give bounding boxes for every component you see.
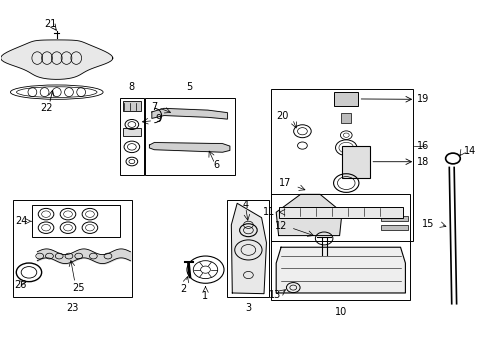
Text: 10: 10 — [334, 307, 346, 316]
Text: 24: 24 — [16, 216, 28, 226]
Text: 19: 19 — [416, 94, 428, 104]
Text: 15: 15 — [422, 219, 434, 229]
Bar — [13, 200, 132, 297]
Bar — [271, 194, 409, 300]
Polygon shape — [276, 194, 341, 235]
Text: 7: 7 — [151, 102, 157, 112]
Text: 26: 26 — [14, 280, 26, 290]
Text: 11: 11 — [263, 207, 275, 217]
Bar — [380, 225, 407, 230]
Polygon shape — [231, 203, 266, 294]
Text: 3: 3 — [244, 303, 251, 313]
Bar — [144, 98, 234, 175]
Polygon shape — [276, 247, 405, 293]
Text: 12: 12 — [274, 221, 286, 231]
Text: 20: 20 — [276, 111, 288, 121]
Text: 16: 16 — [416, 141, 428, 152]
Text: 23: 23 — [66, 303, 79, 313]
Text: 8: 8 — [128, 82, 135, 92]
Text: 5: 5 — [186, 82, 192, 92]
Text: 21: 21 — [44, 19, 57, 29]
Bar — [122, 102, 141, 111]
Polygon shape — [149, 143, 229, 152]
Polygon shape — [1, 40, 113, 79]
Text: 18: 18 — [416, 157, 428, 167]
Text: 17: 17 — [279, 178, 291, 188]
Bar — [227, 200, 268, 297]
Bar — [341, 113, 350, 123]
Bar — [380, 216, 407, 221]
Bar — [333, 92, 358, 106]
Polygon shape — [152, 108, 227, 119]
Text: 13: 13 — [268, 290, 281, 300]
Text: 2: 2 — [180, 284, 186, 294]
Bar — [271, 89, 412, 241]
Bar — [341, 145, 369, 178]
Bar — [278, 207, 402, 217]
Bar — [120, 98, 143, 175]
Text: 6: 6 — [213, 160, 219, 170]
Text: 22: 22 — [40, 103, 53, 113]
Text: 1: 1 — [202, 291, 208, 301]
Text: 25: 25 — [72, 283, 84, 293]
Text: 14: 14 — [463, 146, 475, 156]
Text: 9: 9 — [156, 114, 162, 124]
Bar — [32, 205, 120, 237]
Bar — [123, 128, 141, 136]
Text: 4: 4 — [242, 200, 248, 210]
